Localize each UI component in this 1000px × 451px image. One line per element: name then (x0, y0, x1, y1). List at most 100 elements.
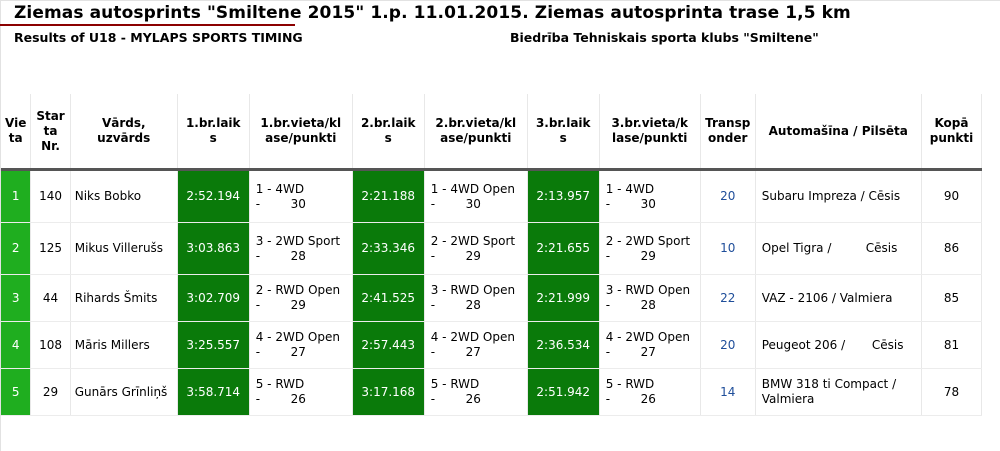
car-city-cell: Subaru Impreza / Cēsis (755, 169, 922, 223)
driver-name-cell: Gunārs Grīnliņš (70, 368, 178, 416)
run2-time-cell: 2:57.443 (352, 321, 425, 369)
run2-time-cell: 3:17.168 (352, 368, 425, 416)
run3-time-cell: 2:13.957 (527, 169, 600, 223)
table-row: 3 44 Rihards Šmits 3:02.709 2 - RWD Open - 29… (1, 274, 983, 322)
table-row: 2 125 Mikus Villerušs 3:03.863 3 - 2WD Sport… (1, 222, 983, 275)
header-row: Vie ta Star ta Nr. Vārds, uzvārds 1.br.l… (1, 94, 983, 171)
run1-class: 1 - 4WD (255, 181, 305, 196)
run1-time-cell: 3:02.709 (177, 274, 250, 322)
run2-time-cell: 2:41.525 (352, 274, 425, 322)
run2-points: - 27 (430, 345, 481, 359)
run1-time-cell: 2:52.194 (177, 169, 250, 223)
col-header-run1-time: 1.br.laik s (177, 94, 250, 171)
run2-result-cell: 2 - 2WD Sport - 29 (424, 222, 528, 275)
run2-result-cell: 3 - RWD Open - 28 (424, 274, 528, 322)
run2-time-cell: 2:33.346 (352, 222, 425, 275)
run3-points: - 27 (605, 345, 656, 359)
run3-points: - 28 (605, 298, 656, 312)
col-header-name: Vārds, uzvārds (70, 94, 178, 171)
place-cell: 4 (1, 321, 32, 369)
col-header-run2-result: 2.br.vieta/kl ase/punkti (424, 94, 528, 171)
run2-points: - 26 (430, 392, 481, 406)
col-header-car-city: Automašīna / Pilsēta (755, 94, 922, 171)
run1-time-cell: 3:58.714 (177, 368, 250, 416)
run3-class: 3 - RWD Open (605, 283, 691, 297)
col-header-run3-result: 3.br.vieta/k lase/punkti (599, 94, 701, 171)
run1-points: - 30 (255, 196, 306, 211)
run1-time-cell: 3:03.863 (177, 222, 250, 275)
run1-points: - 26 (255, 392, 306, 406)
col-header-run1-result: 1.br.vieta/kl ase/punkti (249, 94, 353, 171)
place-cell: 1 (1, 169, 32, 223)
start-number-cell: 108 (30, 321, 71, 369)
run3-points: - 30 (605, 196, 656, 211)
run2-class: 2 - 2WD Sport (430, 233, 516, 248)
car-city-cell: VAZ - 2106 / Valmiera (755, 274, 922, 322)
run3-result-cell: 3 - RWD Open - 28 (599, 274, 701, 322)
run3-class: 5 - RWD (605, 377, 655, 391)
total-points-cell: 90 (921, 169, 983, 223)
run1-result-cell: 5 - RWD - 26 (249, 368, 353, 416)
driver-name-cell: Mikus Villerušs (70, 222, 178, 275)
results-subtitle: Results of U18 - MYLAPS SPORTS TIMING (14, 30, 303, 45)
col-header-start-number: Star ta Nr. (30, 94, 71, 171)
run2-class: 5 - RWD (430, 377, 480, 391)
transponder-cell: 20 (700, 321, 756, 369)
start-number-cell: 44 (30, 274, 71, 322)
start-number-cell: 29 (30, 368, 71, 416)
run1-points: - 29 (255, 298, 306, 312)
run3-time-cell: 2:51.942 (527, 368, 600, 416)
run2-points: - 30 (430, 196, 481, 211)
run2-result-cell: 1 - 4WD Open - 30 (424, 169, 528, 223)
run3-class: 4 - 2WD Open (605, 330, 690, 344)
run1-result-cell: 3 - 2WD Sport - 28 (249, 222, 353, 275)
organizer-subtitle: Biedrība Tehniskais sporta klubs "Smilte… (510, 30, 819, 45)
run3-points: - 26 (605, 392, 656, 406)
run1-points: - 28 (255, 248, 306, 263)
subtitle-row: Results of U18 - MYLAPS SPORTS TIMING Bi… (0, 28, 1000, 46)
title-underline (0, 24, 295, 26)
run3-result-cell: 4 - 2WD Open - 27 (599, 321, 701, 369)
car-city-cell: Opel Tigra / Cēsis (755, 222, 922, 275)
run1-result-cell: 4 - 2WD Open - 27 (249, 321, 353, 369)
run1-time-cell: 3:25.557 (177, 321, 250, 369)
col-header-total-points: Kopā punkti (921, 94, 983, 171)
run3-result-cell: 2 - 2WD Sport - 29 (599, 222, 701, 275)
page-title: Ziemas autosprints "Smiltene 2015" 1.p. … (14, 3, 851, 23)
run1-points: - 27 (255, 345, 306, 359)
place-cell: 3 (1, 274, 32, 322)
place-cell: 5 (1, 368, 32, 416)
table-row: 5 29 Gunārs Grīnliņš 3:58.714 5 - RWD - 26 3:1… (1, 368, 983, 416)
run2-class: 1 - 4WD Open (430, 181, 515, 196)
transponder-cell: 20 (700, 169, 756, 223)
run2-time-cell: 2:21.188 (352, 169, 425, 223)
col-header-transponder: Transp onder (700, 94, 756, 171)
run3-time-cell: 2:21.655 (527, 222, 600, 275)
car-city-cell: Peugeot 206 / Cēsis (755, 321, 922, 369)
col-header-run2-time: 2.br.laik s (352, 94, 425, 171)
run3-result-cell: 1 - 4WD - 30 (599, 169, 701, 223)
total-points-cell: 81 (921, 321, 983, 369)
run2-result-cell: 5 - RWD - 26 (424, 368, 528, 416)
run1-result-cell: 2 - RWD Open - 29 (249, 274, 353, 322)
col-header-run3-time: 3.br.laik s (527, 94, 600, 171)
run2-class: 4 - 2WD Open (430, 330, 515, 344)
run2-class: 3 - RWD Open (430, 283, 516, 297)
transponder-cell: 22 (700, 274, 756, 322)
total-points-cell: 78 (921, 368, 983, 416)
run2-result-cell: 4 - 2WD Open - 27 (424, 321, 528, 369)
run3-points: - 29 (605, 248, 656, 263)
run1-result-cell: 1 - 4WD - 30 (249, 169, 353, 223)
car-city-cell: BMW 318 ti Compact / Valmiera (755, 368, 922, 416)
total-points-cell: 85 (921, 274, 983, 322)
driver-name-cell: Niks Bobko (70, 169, 178, 223)
driver-name-cell: Rihards Šmits (70, 274, 178, 322)
run2-points: - 28 (430, 298, 481, 312)
run3-class: 2 - 2WD Sport (605, 233, 691, 248)
transponder-cell: 10 (700, 222, 756, 275)
table-row: 4 108 Māris Millers 3:25.557 4 - 2WD Open - 2… (1, 321, 983, 369)
run2-points: - 29 (430, 248, 481, 263)
run3-time-cell: 2:36.534 (527, 321, 600, 369)
run1-class: 2 - RWD Open (255, 283, 341, 297)
